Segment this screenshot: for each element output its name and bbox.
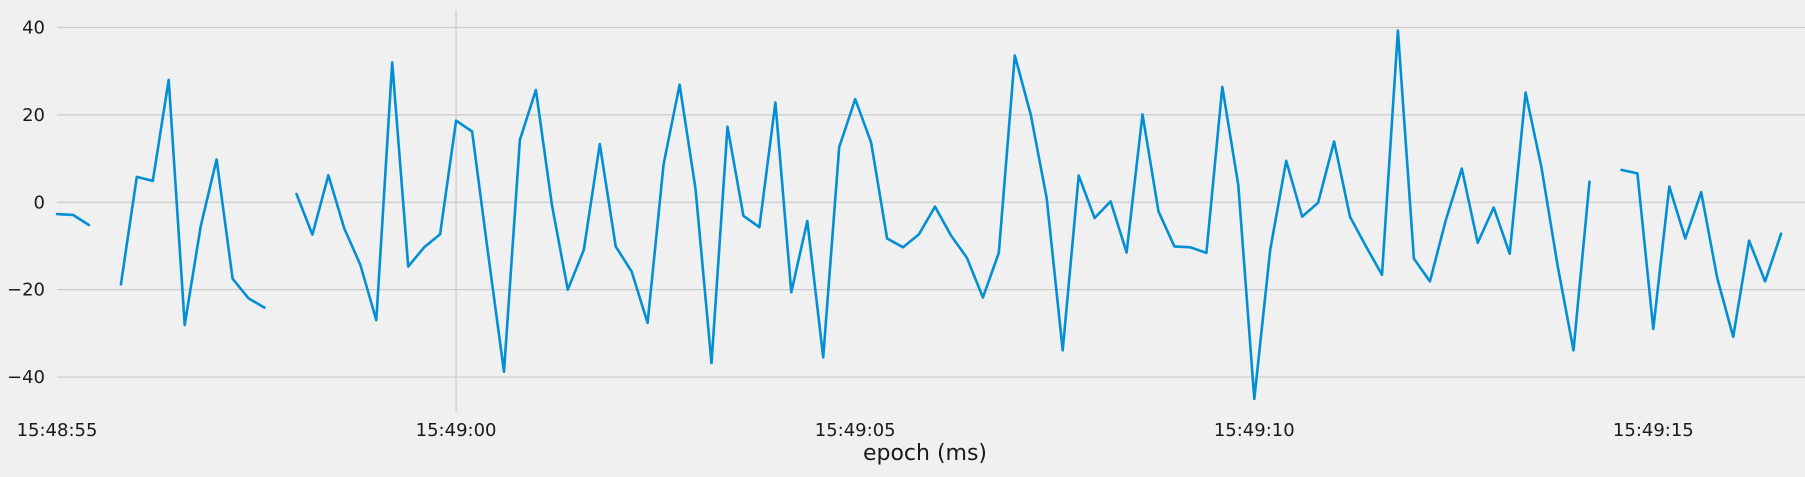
x-tick-label: 15:49:05 (815, 420, 896, 441)
y-tick-label: 0 (34, 192, 45, 213)
x-tick-label: 15:48:55 (17, 420, 98, 441)
y-tick-label: −20 (7, 280, 45, 301)
x-tick-label: 15:49:10 (1214, 420, 1295, 441)
y-tick-labels: −40 −20 0 20 40 (7, 17, 45, 388)
series-layer (55, 29, 1783, 401)
x-tick-labels: 15:48:55 15:49:00 15:49:05 15:49:10 15:49:15 (17, 420, 1694, 441)
x-axis-label: epoch (ms) (863, 441, 987, 466)
y-tick-label: −40 (7, 367, 45, 388)
x-tick-label: 15:49:15 (1613, 420, 1694, 441)
y-gridlines (57, 26, 1805, 378)
x-tick-label: 15:49:00 (416, 420, 497, 441)
y-tick-label: 40 (22, 17, 45, 38)
y-tick-label: 20 (22, 105, 45, 126)
series-line (55, 29, 1783, 401)
